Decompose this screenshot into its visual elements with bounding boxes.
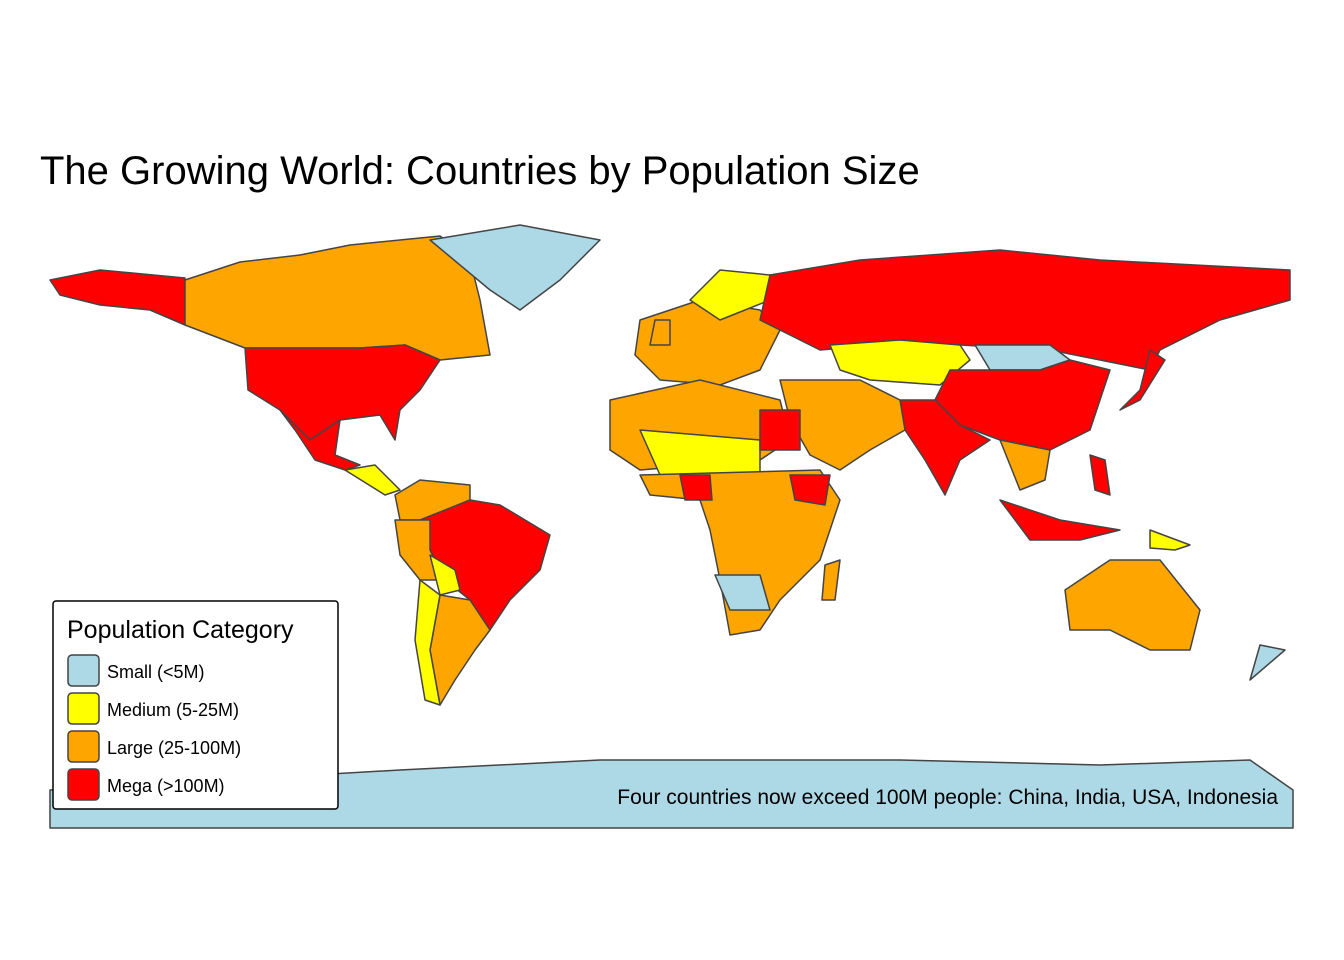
country: [429, 224, 601, 311]
countries: [49, 224, 1294, 829]
legend-label: Medium (5-25M): [107, 700, 239, 720]
legend-label: Small (<5M): [107, 662, 205, 682]
legend: Population Category Small (<5M) Medium (5…: [52, 600, 339, 810]
legend-swatch: [67, 730, 100, 763]
annotation: Four countries now exceed 100M people: C…: [617, 786, 1278, 809]
country: [1149, 529, 1191, 551]
legend-swatch: [67, 692, 100, 725]
map-title: The Growing World: Countries by Populati…: [40, 149, 920, 193]
legend-box: [52, 600, 339, 810]
country: [1089, 454, 1111, 496]
country: [1119, 349, 1166, 411]
country: [821, 559, 841, 601]
country: [759, 409, 801, 451]
legend-label: Mega (>100M): [107, 776, 225, 796]
legend-swatch: [67, 768, 100, 801]
legend-title: Population Category: [67, 616, 294, 644]
country: [789, 474, 831, 506]
country: [679, 474, 713, 501]
country: [999, 439, 1051, 491]
country: [279, 409, 361, 471]
country: [49, 759, 1294, 829]
country: [714, 574, 771, 611]
country: [414, 579, 441, 706]
country: [999, 499, 1121, 541]
country: [344, 464, 401, 496]
country: [429, 554, 461, 596]
country: [49, 269, 186, 326]
country: [1064, 559, 1201, 651]
legend-swatch: [67, 654, 100, 687]
legend-label: Large (25-100M): [107, 738, 241, 758]
country: [649, 319, 671, 346]
country: [899, 399, 991, 496]
country: [1249, 644, 1286, 681]
